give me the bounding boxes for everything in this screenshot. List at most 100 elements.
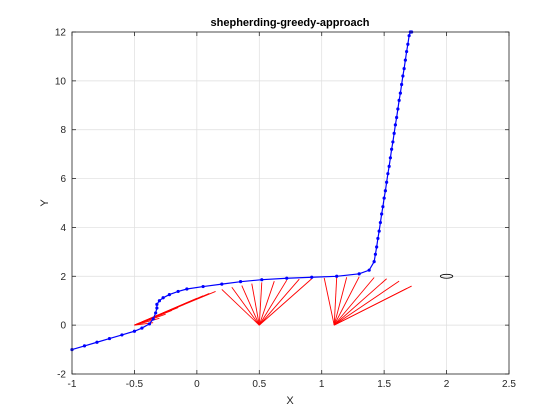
trajectory-point	[147, 322, 152, 326]
trajectory-point	[155, 306, 159, 310]
x-tick-label: 0.5	[252, 379, 266, 390]
trajectory-point	[380, 212, 384, 216]
trajectory-point	[357, 272, 361, 276]
shepherd-segment	[333, 277, 375, 326]
trajectory-point	[383, 189, 387, 193]
x-tick-label: 1	[319, 379, 325, 390]
trajectory-point	[154, 311, 158, 315]
trajectory-point	[391, 140, 395, 144]
x-tick-label: -0.5	[126, 379, 144, 390]
trajectory-point	[285, 276, 289, 280]
shepherd-segment	[258, 281, 275, 326]
trajectory-point	[392, 131, 396, 135]
trajectory-point	[155, 302, 159, 306]
y-axis-ticks: -2 0 2 4 6 8 10 12	[55, 28, 509, 381]
trajectory-point	[405, 49, 409, 54]
trajectory-point	[373, 252, 378, 256]
trajectory-point	[220, 282, 224, 286]
trajectory-point	[407, 34, 411, 38]
trajectory-point	[396, 107, 400, 111]
trajectory-point	[120, 333, 124, 337]
target-ellipse-group	[439, 273, 454, 279]
y-tick-label: 10	[55, 76, 67, 87]
trajectory-point	[393, 123, 397, 127]
shepherd-segment	[323, 277, 335, 326]
x-tick-label: 0	[194, 379, 200, 390]
trajectory-point	[185, 287, 189, 291]
trajectory-point	[140, 326, 144, 330]
trajectory-point	[385, 180, 389, 184]
shepherd-segment	[258, 278, 300, 326]
trajectory-point	[388, 156, 392, 160]
shepherd-segment	[333, 276, 360, 326]
trajectory-point	[400, 82, 404, 87]
x-tick-label: 2.5	[502, 379, 516, 390]
trajectory-point	[377, 229, 381, 233]
y-tick-label: 8	[60, 125, 66, 136]
shepherd-segment	[258, 278, 313, 326]
trajectory-point	[395, 115, 399, 120]
trajectory-point	[335, 274, 339, 278]
x-tick-label: 1.5	[377, 379, 391, 390]
shepherd-segment	[333, 277, 338, 326]
trajectory-point	[375, 245, 379, 249]
chart-title: shepherding-greedy-approach	[211, 17, 370, 29]
shepherd-segment	[134, 291, 216, 326]
y-axis-label: Y	[39, 199, 51, 207]
trajectory-point	[176, 289, 180, 294]
trajectory-point	[107, 336, 112, 341]
shepherd-segments	[134, 276, 412, 326]
trajectory-point	[132, 329, 137, 333]
x-tick-label: -1	[68, 379, 77, 390]
trajectory-point	[398, 91, 402, 95]
trajectory-point	[167, 293, 171, 297]
trajectory-point	[401, 74, 405, 78]
x-axis-ticks: -1 -0.5 0 0.5 1 1.5 2 2.5	[68, 32, 516, 390]
trajectory-point	[372, 260, 376, 264]
y-tick-label: 2	[60, 272, 66, 283]
shepherd-segment	[333, 278, 387, 326]
trajectory-point	[403, 58, 407, 62]
trajectory-point	[201, 284, 205, 289]
plot-frame	[71, 31, 510, 375]
y-tick-label: 12	[55, 28, 67, 39]
trajectory-point	[367, 268, 371, 272]
trajectory-point	[406, 42, 410, 46]
x-tick-label: 2	[444, 379, 450, 390]
shepherd-segment	[241, 285, 260, 326]
y-tick-label: 6	[60, 174, 66, 185]
shepherd-segment	[258, 282, 263, 326]
trajectory-point	[151, 317, 155, 321]
trajectory-point	[157, 299, 161, 303]
shepherd-segment	[221, 289, 260, 326]
shepherd-segment	[251, 283, 260, 326]
shepherd-segment	[333, 277, 348, 326]
trajectory-point	[161, 296, 165, 300]
trajectory-point	[402, 67, 406, 71]
trajectory-point	[397, 98, 401, 102]
trajectory-point	[387, 164, 391, 168]
trajectory-point	[378, 220, 382, 225]
grid-lines	[71, 31, 510, 375]
trajectory-point	[310, 275, 314, 279]
trajectory-point	[82, 344, 87, 348]
trajectory-point	[390, 147, 394, 151]
x-axis-label: X	[286, 395, 294, 407]
target-ellipse	[439, 273, 454, 279]
trajectory-point	[95, 340, 99, 344]
shepherd-segment	[231, 287, 260, 326]
trajectory-point	[260, 278, 264, 282]
trajectory-point	[381, 205, 385, 209]
shepherd-segment	[333, 280, 400, 326]
y-tick-label: 4	[60, 223, 66, 234]
y-tick-label: 0	[60, 321, 66, 332]
y-tick-label: -2	[57, 370, 66, 381]
shepherd-segment	[333, 288, 407, 326]
trajectory-point	[386, 172, 390, 176]
trajectory-point	[376, 236, 380, 241]
trajectory-point	[238, 280, 243, 284]
trajectory-point	[382, 196, 386, 200]
shepherd-segment	[258, 279, 288, 326]
